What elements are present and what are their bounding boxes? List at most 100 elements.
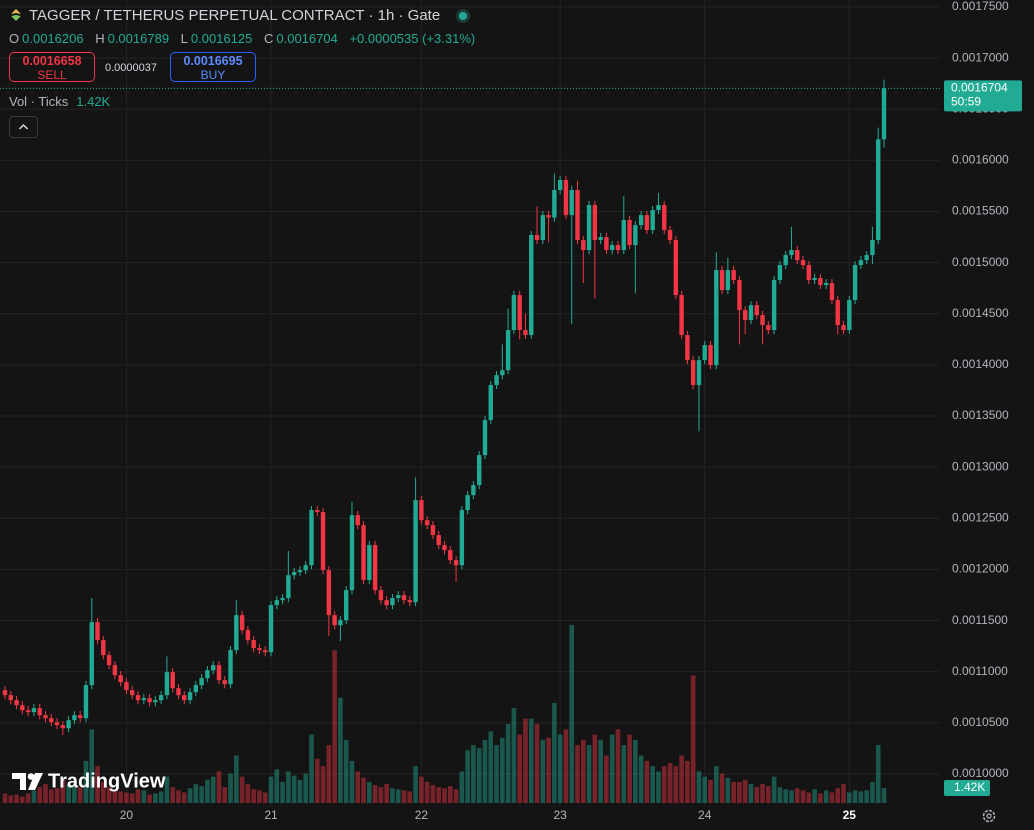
candle-body [679, 295, 684, 336]
volume-bar [37, 787, 42, 803]
volume-bar [60, 779, 66, 803]
volume-legend: Vol · Ticks 1.42K [9, 94, 118, 109]
volume-bar [713, 766, 719, 803]
candle-body [737, 280, 742, 311]
candle-body [638, 215, 644, 226]
candle-body [118, 675, 123, 683]
volume-bar [106, 787, 112, 803]
volume-pane [2, 625, 887, 803]
volume-bar [627, 734, 632, 803]
candle-body [702, 345, 707, 361]
candle-body [25, 710, 31, 713]
candle-body [280, 598, 285, 601]
volume-bar [702, 776, 708, 803]
candle-body [581, 240, 586, 251]
y-tick-label: 0.0016000 [952, 153, 1009, 167]
candle-body [31, 708, 37, 713]
candle-body [361, 525, 366, 581]
volume-bar [719, 773, 725, 803]
candle-body [320, 512, 326, 571]
volume-bar [372, 785, 378, 803]
volume-bar [511, 708, 517, 803]
volume-bar [690, 675, 696, 803]
ohlc-label: O [9, 31, 20, 46]
volume-bar [638, 755, 644, 803]
candle-body [771, 280, 777, 331]
volume-bar [297, 779, 303, 803]
y-tick-label: 0.0010000 [952, 766, 1009, 780]
x-tick-label: 22 [415, 808, 429, 822]
volume-bar [395, 789, 401, 803]
last-price-badge [944, 80, 1022, 112]
volume-bar [135, 789, 141, 803]
volume-bar [771, 776, 777, 803]
volume-bar [361, 777, 366, 803]
candle-body [72, 715, 77, 721]
candle-body [789, 250, 794, 256]
candle-body [523, 330, 528, 336]
y-tick-label: 0.0011500 [952, 613, 1008, 627]
candle-body [419, 500, 424, 521]
candle-body [315, 510, 320, 513]
volume-bar [552, 702, 557, 803]
volume-bar [852, 790, 858, 803]
volume-bar [8, 795, 14, 803]
candle-body [442, 545, 447, 551]
volume-bar [586, 745, 592, 803]
settings-button[interactable] [982, 809, 996, 823]
candle-body [719, 270, 725, 291]
volume-bar [673, 766, 679, 803]
x-tick-label: 25 [843, 808, 857, 822]
candle-body [332, 615, 337, 626]
volume-bar [303, 773, 309, 803]
candle-body [124, 682, 129, 691]
candle-body [436, 535, 441, 546]
volume-bar [14, 794, 19, 803]
sell-button[interactable]: 0.0016658 SELL [9, 52, 95, 82]
volume-bar [685, 760, 690, 803]
volume-bar [251, 789, 256, 803]
candle-body [841, 325, 846, 331]
volume-bar [181, 792, 187, 803]
volume-bar [147, 794, 152, 803]
candle-body [552, 190, 557, 218]
candle-body [714, 270, 719, 366]
candle-body [228, 650, 233, 685]
candle-body [690, 360, 696, 386]
volume-bar [783, 789, 788, 803]
candle-body [210, 665, 216, 671]
collapse-button[interactable] [9, 116, 38, 138]
gear-icon [982, 809, 996, 823]
volume-bar [847, 792, 852, 803]
volume-bar [592, 734, 598, 803]
candle-body [83, 685, 89, 719]
volume-bar [598, 739, 603, 803]
candle-body [864, 255, 869, 261]
volume-bar [829, 792, 835, 803]
volume-bar [245, 784, 251, 803]
y-tick-label: 0.0015000 [952, 255, 1009, 269]
buy-button[interactable]: 0.0016695 BUY [170, 52, 256, 82]
volume-bar [800, 790, 806, 803]
candle-body [130, 690, 135, 696]
volume-bar [280, 781, 285, 803]
volume-bar [199, 786, 204, 803]
candle-body [378, 590, 384, 601]
market-status[interactable] [455, 8, 471, 24]
candle-body [604, 237, 609, 251]
volume-bar [540, 739, 546, 803]
volume-bar [534, 724, 540, 803]
volume-bar [864, 790, 869, 803]
symbol-title[interactable]: TAGGER / TETHERUS PERPETUAL CONTRACT · 1… [29, 7, 441, 24]
volume-bar [754, 787, 760, 803]
candle-body [60, 725, 66, 729]
x-tick-label: 21 [264, 808, 278, 822]
candle-body [818, 277, 823, 286]
candle-body [685, 335, 690, 361]
caret [18, 123, 29, 130]
volume-bar [77, 787, 83, 803]
volume-bar [633, 739, 638, 803]
watermark-logo [12, 773, 26, 790]
candle-body [656, 205, 661, 211]
